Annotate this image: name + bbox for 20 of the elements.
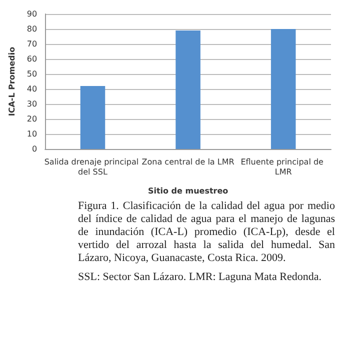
y-tick-label: 40 — [26, 84, 38, 94]
y-tick-label: 70 — [26, 40, 38, 48]
y-tick-label: 50 — [26, 70, 38, 78]
y-tick-label: 60 — [26, 54, 38, 64]
y-tick-label: 80 — [26, 24, 38, 34]
text: SSL: Sector San Lázaro. LMR: Laguna Mata Redonda. — [78, 271, 322, 284]
bar — [270, 29, 296, 149]
y-tick-label: 90 — [26, 10, 38, 18]
y-tick-label: 0 — [32, 144, 38, 154]
y-tick-label: 10 — [26, 130, 38, 138]
y-tick-label: 20 — [26, 114, 38, 124]
bar — [80, 86, 106, 149]
y-axis-title: ICA-L Promedio — [8, 46, 16, 116]
bar — [176, 30, 200, 149]
x-tick-label: Efluente principal de LMR — [240, 158, 326, 176]
x-tick-label: Salida drenaje principal del SSL — [44, 158, 142, 176]
y-tick-label: 30 — [26, 100, 38, 108]
x-axis-title: Sitio de muestreo — [148, 186, 229, 196]
x-tick-label: Zona central de la LMR — [142, 158, 235, 166]
text: Figura 1. Clasificación de la calidad del agua por medio del índice de calidad de agua para el manejo de lagunas de inundación (ICA-L) promedio (ICA-Lp), desde el vertido del arrozal hasta la salida del humedal. San Lázaro, Nicoya, Guanacaste, Costa Rica. 2009. — [78, 200, 335, 265]
